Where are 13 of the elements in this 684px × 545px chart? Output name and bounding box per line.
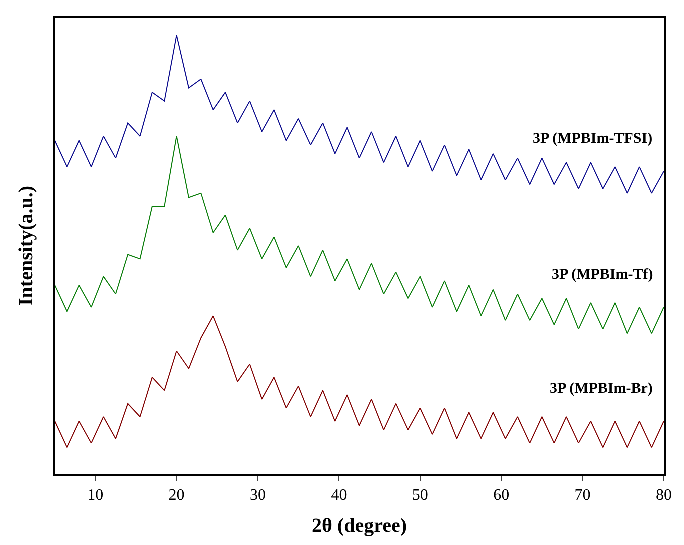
x-tick-label: 60	[494, 486, 510, 504]
x-tick-label: 30	[250, 486, 266, 504]
x-tick-label: 80	[656, 486, 672, 504]
x-tick-label: 70	[574, 486, 591, 504]
series-label: 3P (MPBIm-Br)	[550, 381, 653, 397]
x-tick-label: 50	[412, 486, 428, 504]
x-tick-label: 10	[88, 486, 104, 504]
x-tick-label: 40	[331, 486, 348, 504]
x-tick-label: 20	[168, 486, 185, 504]
y-axis-title: Intensity(a.u.)	[15, 186, 38, 306]
series-label: 3P (MPBIm-TFSI)	[533, 131, 653, 147]
x-axis-title: 2θ (degree)	[312, 514, 408, 537]
series-label: 3P (MPBIm-Tf)	[552, 267, 654, 283]
